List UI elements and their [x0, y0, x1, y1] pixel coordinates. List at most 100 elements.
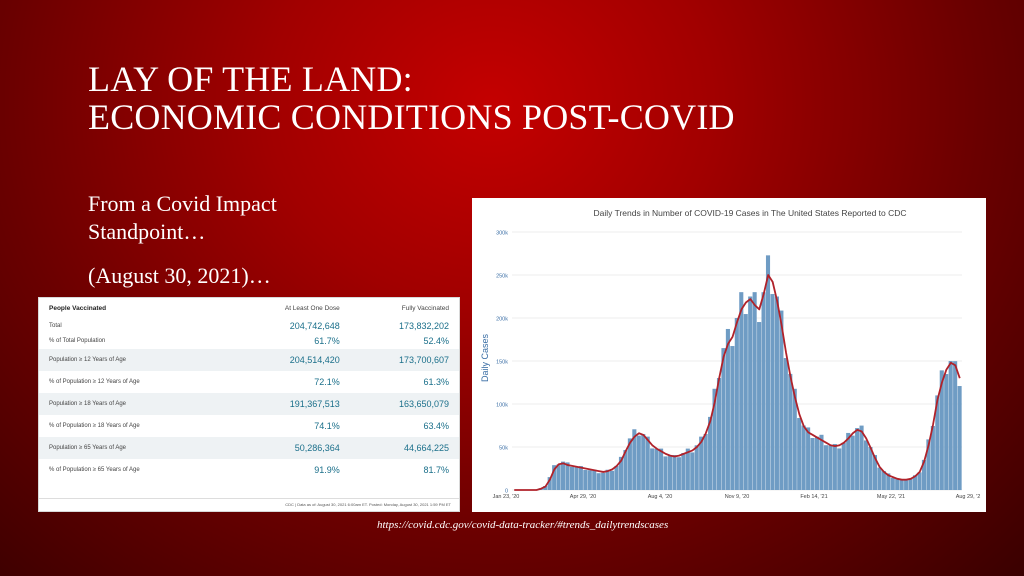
bar: [623, 450, 628, 490]
row-label: % of Population ≥ 12 Years of Age: [49, 379, 140, 385]
bar: [681, 453, 686, 490]
x-tick-label: Aug 29, '2: [956, 494, 981, 500]
bar: [921, 459, 926, 490]
row-one-dose: 72.1%: [314, 377, 340, 387]
bar: [672, 455, 677, 490]
bar: [770, 294, 775, 490]
bar: [712, 388, 717, 490]
bar: [618, 456, 624, 490]
bar: [765, 255, 771, 490]
y-tick-label: 0: [505, 489, 508, 495]
bar: [543, 486, 548, 490]
bar: [810, 438, 815, 490]
bar: [908, 478, 913, 490]
x-tick-label: Apr 29, '20: [570, 494, 596, 500]
bar: [547, 477, 552, 490]
bar: [569, 466, 575, 490]
bar: [859, 425, 864, 490]
source-link[interactable]: https://covid.cdc.gov/covid-data-tracker…: [377, 519, 669, 531]
bar: [855, 428, 860, 490]
bar: [650, 448, 655, 490]
bar: [748, 296, 753, 490]
x-tick-label: Jan 23, '20: [493, 494, 520, 500]
bar: [601, 472, 606, 490]
table-row: % of Population ≥ 18 Years of Age 74.1% …: [39, 415, 459, 437]
bar: [627, 438, 632, 490]
bar: [939, 370, 944, 490]
table-footnote: CDC | Data as of: August 30, 2021 6:00am…: [39, 498, 459, 511]
bar: [863, 440, 869, 490]
bar: [757, 322, 762, 490]
bar: [779, 310, 784, 490]
bar: [837, 448, 842, 490]
row-label: Population ≥ 65 Years of Age: [39, 437, 241, 459]
bar: [832, 443, 837, 490]
bar: [774, 296, 779, 490]
bar: [743, 314, 748, 490]
bar: [734, 318, 739, 490]
header-people-vaccinated: People Vaccinated: [49, 304, 107, 312]
bar: [806, 427, 811, 490]
x-tick-label: Feb 14, '21: [800, 494, 827, 500]
row-one-dose: 191,367,513: [240, 393, 350, 415]
subtitle: From a Covid Impact Standpoint…: [88, 190, 277, 246]
table-row: Population ≥ 65 Years of Age 50,286,364 …: [39, 437, 459, 459]
row-fully: 61.3%: [423, 377, 449, 387]
daily-cases-chart: Daily Trends in Number of COVID-19 Cases…: [472, 198, 986, 512]
row-label: Population ≥ 18 Years of Age: [39, 393, 241, 415]
slide-title-line2: ECONOMIC CONDITIONS POST-COVID: [88, 97, 735, 137]
bar: [788, 373, 793, 490]
table-row: % of Total Population 61.7% 52.4%: [39, 333, 459, 349]
y-axis-label: Daily Cases: [480, 333, 490, 382]
bar: [694, 445, 699, 490]
bar: [828, 445, 833, 490]
bar: [632, 429, 637, 490]
bar: [654, 448, 659, 490]
bar: [676, 457, 681, 490]
row-label: % of Total Population: [49, 338, 106, 344]
x-tick-label: Nov 9, '20: [725, 494, 750, 500]
table-row: % of Population ≥ 12 Years of Age 72.1% …: [39, 371, 459, 393]
bar: [957, 386, 962, 490]
row-label: % of Population ≥ 65 Years of Age: [49, 467, 140, 473]
bar: [917, 472, 922, 490]
slide-title-line1: LAY OF THE LAND:: [88, 59, 413, 99]
bar: [592, 469, 597, 490]
bar: [841, 442, 846, 490]
bar: [645, 436, 650, 490]
bar: [565, 462, 570, 490]
bar: [872, 455, 877, 490]
x-tick-label: May 22, '21: [877, 494, 905, 500]
bar: [725, 328, 730, 490]
row-label: % of Population ≥ 18 Years of Age: [49, 423, 140, 429]
x-tick-label: Aug 4, '20: [648, 494, 673, 500]
bar: [574, 466, 579, 490]
y-tick-label: 50k: [499, 446, 508, 452]
bar: [930, 426, 935, 490]
bar: [610, 470, 615, 490]
bar: [881, 471, 886, 490]
bar: [761, 292, 766, 490]
row-one-dose: 61.7%: [314, 336, 340, 346]
y-tick-label: 300k: [496, 231, 508, 237]
bar: [708, 416, 713, 490]
bar: [792, 388, 797, 490]
bar: [663, 456, 668, 490]
row-fully: 52.4%: [423, 336, 449, 346]
bar: [912, 475, 918, 490]
bar: [846, 432, 851, 490]
date-label: (August 30, 2021)…: [88, 263, 271, 288]
row-label: Population ≥ 12 Years of Age: [39, 349, 241, 371]
bar: [690, 452, 695, 490]
bar: [877, 467, 882, 490]
y-tick-label: 100k: [496, 403, 508, 409]
table-row: Population ≥ 12 Years of Age 204,514,420…: [39, 349, 459, 371]
bar: [944, 374, 949, 490]
subtitle-line2: Standpoint…: [88, 219, 206, 244]
row-one-dose: 204,514,420: [240, 349, 350, 371]
row-fully: 44,664,225: [349, 437, 459, 459]
bar: [935, 395, 940, 490]
bar: [801, 425, 806, 490]
bar: [948, 361, 953, 490]
y-tick-label: 250k: [496, 274, 508, 280]
